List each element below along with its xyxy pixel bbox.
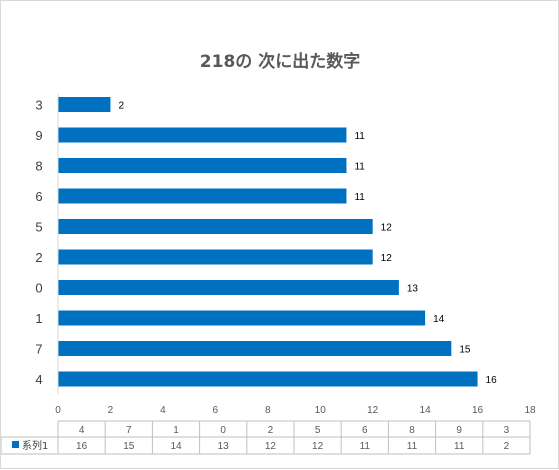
x-tick-label: 12 bbox=[367, 405, 379, 416]
table-value-0: 13 bbox=[218, 441, 230, 452]
x-axis: 0 2 4 6 8 10 12 14 16 18 bbox=[55, 94, 536, 416]
bar-1 bbox=[58, 310, 426, 326]
legend-key bbox=[12, 441, 19, 448]
bar-4 bbox=[58, 371, 478, 387]
x-tick-label: 8 bbox=[265, 405, 271, 416]
table-header-9: 9 bbox=[456, 425, 462, 436]
table-value-7: 15 bbox=[123, 441, 135, 452]
category-label-3: 3 bbox=[35, 98, 42, 113]
table-value-1: 14 bbox=[170, 441, 182, 452]
bar-0 bbox=[58, 280, 399, 295]
table-value-3: 2 bbox=[504, 441, 510, 452]
table-value-6: 11 bbox=[360, 441, 371, 452]
table-value-5: 12 bbox=[312, 441, 324, 452]
data-label-5: 12 bbox=[381, 223, 393, 234]
data-label-1: 14 bbox=[433, 314, 445, 325]
x-tick-label: 14 bbox=[420, 405, 432, 416]
table-value-4: 16 bbox=[76, 441, 88, 452]
data-label-9: 11 bbox=[354, 131, 365, 142]
chart-title: 218の 次に出た数字 bbox=[200, 51, 360, 72]
table-header-7: 7 bbox=[126, 425, 132, 436]
labels-layer: 16 4 15 7 14 1 13 0 12 2 12 5 11 6 11 8 11 9 2 3 bbox=[35, 98, 497, 388]
legend-series-name: 系列1 bbox=[22, 439, 48, 452]
category-label-1: 1 bbox=[35, 311, 42, 326]
category-label-7: 7 bbox=[35, 342, 42, 357]
data-label-0: 13 bbox=[407, 284, 419, 295]
data-label-7: 15 bbox=[459, 345, 471, 356]
bar-5 bbox=[58, 219, 373, 234]
bar-2 bbox=[58, 249, 373, 265]
table-header-2: 2 bbox=[268, 425, 274, 436]
bar-9 bbox=[58, 127, 347, 143]
x-tick-label: 6 bbox=[213, 405, 219, 416]
table-header-8: 8 bbox=[409, 425, 415, 436]
table-value-9: 11 bbox=[454, 441, 465, 452]
data-label-2: 12 bbox=[381, 253, 393, 264]
category-label-6: 6 bbox=[35, 189, 42, 204]
table-header-1: 1 bbox=[173, 425, 179, 436]
x-tick-label: 18 bbox=[524, 405, 536, 416]
bar-8 bbox=[58, 158, 347, 173]
x-tick-label: 4 bbox=[160, 405, 166, 416]
table-header-3: 3 bbox=[504, 425, 510, 436]
data-label-4: 16 bbox=[486, 375, 498, 386]
data-label-6: 11 bbox=[354, 192, 365, 203]
table-header-6: 6 bbox=[362, 425, 368, 436]
data-label-8: 11 bbox=[354, 162, 365, 173]
table-header-4: 4 bbox=[79, 425, 85, 436]
category-label-9: 9 bbox=[35, 128, 42, 143]
bars-layer bbox=[58, 97, 478, 387]
category-label-0: 0 bbox=[35, 281, 42, 296]
table-header-0: 0 bbox=[220, 425, 226, 436]
x-tick-label: 16 bbox=[472, 405, 484, 416]
table-header-5: 5 bbox=[315, 425, 321, 436]
x-tick-label: 10 bbox=[315, 405, 327, 416]
category-label-8: 8 bbox=[35, 159, 42, 174]
table-value-8: 11 bbox=[407, 441, 418, 452]
bar-3 bbox=[58, 97, 111, 112]
bar-7 bbox=[58, 341, 452, 356]
table-value-2: 12 bbox=[265, 441, 277, 452]
bar-6 bbox=[58, 188, 347, 204]
x-tick-label: 2 bbox=[108, 405, 114, 416]
data-table: 4 16 7 15 1 14 0 13 2 12 5 12 6 11 8 11 9 11 3 2 系列1 bbox=[1, 420, 531, 455]
category-label-2: 2 bbox=[35, 250, 42, 265]
category-label-4: 4 bbox=[35, 372, 42, 387]
data-label-3: 2 bbox=[118, 101, 124, 112]
x-tick-label: 0 bbox=[55, 405, 61, 416]
category-label-5: 5 bbox=[35, 220, 42, 235]
